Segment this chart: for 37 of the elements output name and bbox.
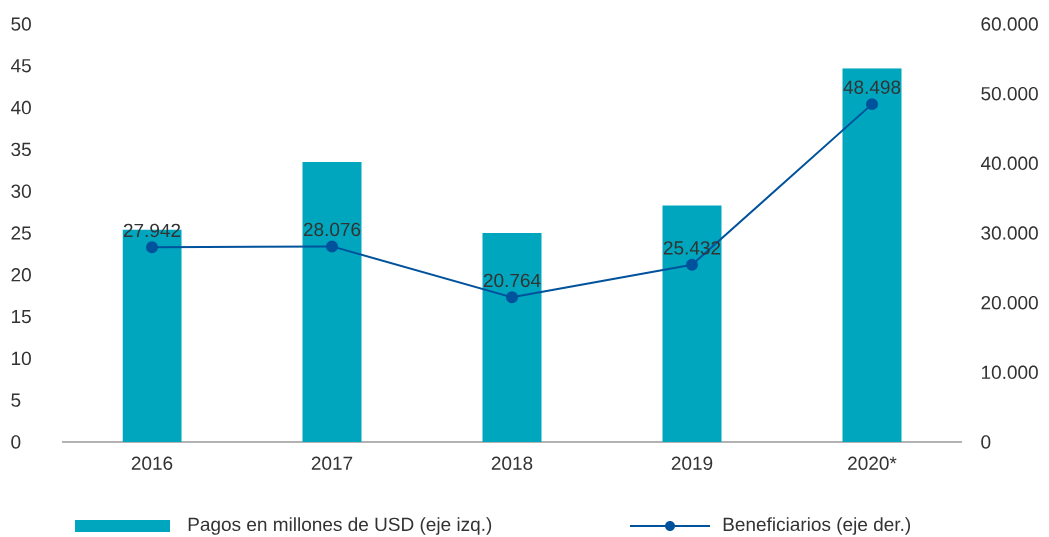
y-tick-label: 15 [11,309,31,324]
y-tick-label: 45 [10,59,31,73]
x-tick-label: 2016 [131,456,173,470]
y2-tick-label: 40.000 [980,156,1038,171]
point [326,240,339,253]
data-label: 28.076 [303,222,361,237]
x-tick-label: 2018 [491,456,533,470]
y2-tick-label: 0 [981,435,991,449]
y2-tick-label: 60.000 [981,17,1038,31]
y-tick-label: 25 [11,226,31,240]
y-tick-label: 30 [11,184,31,198]
bar [662,205,722,442]
y2-tick-label: 30.000 [981,226,1038,240]
y-tick-label: 50 [11,17,31,31]
y-tick-label: 40 [10,100,31,115]
point [146,241,159,254]
x-tick-label: 2017 [311,456,353,470]
y-tick-label: 35 [11,142,31,157]
y-tick-label: 10 [11,351,31,366]
legend-label: Beneficiarios (eje der.) [723,517,911,535]
bar [842,68,902,442]
point [506,291,519,304]
y2-tick-label: 10.000 [981,365,1038,380]
bar [482,232,542,442]
x-tick-label: 2020* [848,456,897,470]
data-label: 20.764 [483,273,541,288]
y2-tick-label: 50.000 [981,86,1038,101]
y2-tick-label: 20.000 [981,295,1038,310]
legend-label: Pagos en millones de USD (eje izq.) [188,517,492,535]
bar [302,161,362,442]
data-label: 48.498 [843,80,901,94]
y-tick-label: 5 [11,393,21,407]
y-tick-label: 20 [11,268,31,282]
point [866,98,878,111]
x-tick-label: 2019 [671,456,713,470]
point [686,258,698,271]
y-tick-label: 0 [11,435,21,449]
